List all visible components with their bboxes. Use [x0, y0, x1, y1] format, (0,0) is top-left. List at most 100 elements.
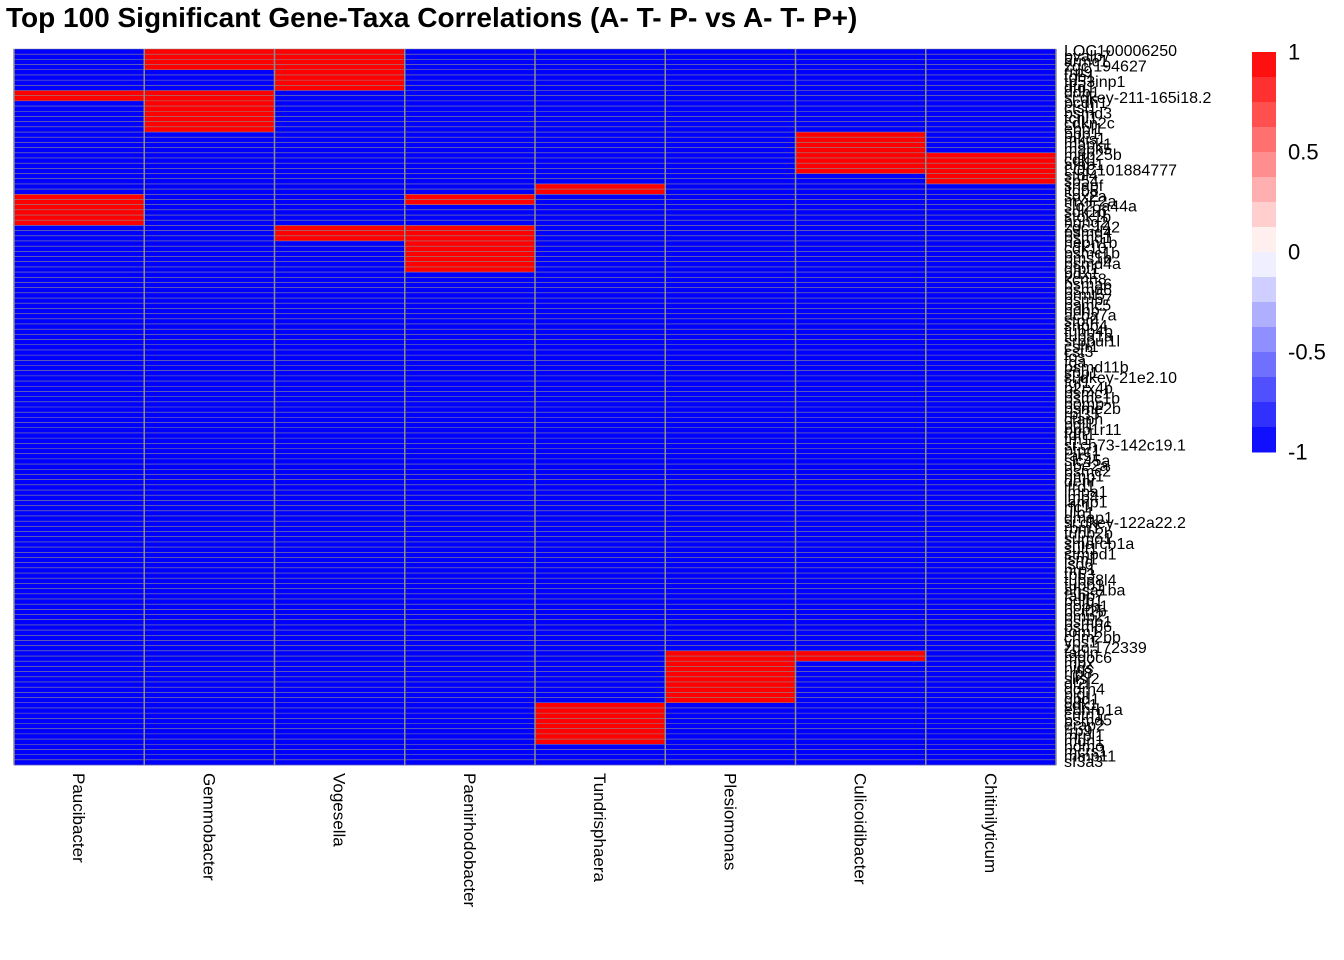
heatmap-cell: [795, 246, 927, 252]
heatmap-cell: [274, 718, 406, 724]
heatmap-cell: [14, 401, 145, 408]
heatmap-cell: [665, 645, 796, 652]
heatmap-cell: [274, 90, 406, 96]
heatmap-cell: [14, 412, 145, 418]
row-label: mxiF2a: [1064, 194, 1117, 211]
row-label: psmd1: [1064, 230, 1112, 247]
heatmap-cell: [925, 64, 1057, 71]
heatmap-cell: [535, 495, 666, 501]
heatmap-cell: [665, 287, 796, 294]
heatmap-cell: [144, 510, 275, 517]
row-label: psmd3: [1064, 105, 1112, 122]
legend-color-step: [1252, 127, 1276, 153]
row-label: sumo1: [1064, 531, 1112, 548]
heatmap-cell: [404, 687, 536, 693]
heatmap-cell: [274, 272, 406, 278]
row-label: mrpl1: [1064, 728, 1104, 745]
heatmap-cell: [144, 728, 275, 735]
heatmap-cell: [404, 183, 536, 190]
row-label: hmp1: [1064, 469, 1104, 486]
heatmap-cell: [274, 666, 406, 672]
heatmap-cell: [665, 215, 796, 221]
heatmap-cell: [925, 453, 1057, 460]
heatmap-cell: [14, 240, 145, 247]
heatmap-cell: [925, 157, 1057, 164]
row-label: rbm1: [1064, 520, 1101, 537]
heatmap-cell: [274, 183, 406, 190]
heatmap-cell: [535, 427, 666, 434]
heatmap-cell: [665, 635, 796, 641]
heatmap-cell: [535, 526, 666, 532]
heatmap-cell: [144, 448, 275, 454]
row-label: imp4: [1064, 489, 1099, 506]
heatmap-cell: [144, 209, 275, 216]
row-label: prmt5: [1064, 287, 1105, 304]
heatmap-cell: [535, 85, 666, 91]
heatmap-cell: [535, 417, 666, 423]
heatmap-cell: [404, 251, 536, 257]
heatmap-cell: [795, 173, 927, 180]
heatmap-cell: [925, 495, 1057, 501]
heatmap-cell: [144, 707, 275, 714]
heatmap-cell: [404, 240, 536, 247]
heatmap-cell: [795, 106, 927, 112]
heatmap-cell: [665, 266, 796, 273]
heatmap-cell: [144, 142, 275, 148]
heatmap-cell: [14, 666, 145, 672]
heatmap-cell: [274, 614, 406, 621]
heatmap-cell: [795, 69, 927, 76]
heatmap-cell: [535, 401, 666, 408]
heatmap-cell: [144, 194, 275, 200]
heatmap-cell: [14, 360, 145, 366]
heatmap-cell: [274, 500, 406, 506]
heatmap-cell: [14, 215, 145, 221]
heatmap-cell: [535, 308, 666, 314]
heatmap-cell: [274, 256, 406, 263]
heatmap-cell: [535, 624, 666, 631]
heatmap-cell: [665, 132, 796, 138]
heatmap-cell: [404, 204, 536, 211]
heatmap-cell: [665, 121, 796, 128]
heatmap-cell: [795, 427, 927, 434]
heatmap-cell: [14, 277, 145, 283]
heatmap-cell: [274, 656, 406, 662]
row-label: tubb1: [1064, 578, 1104, 595]
heatmap-cell: [144, 458, 275, 465]
heatmap-cell: [925, 744, 1057, 750]
heatmap-cell: [925, 464, 1057, 470]
column-label: Gemmobacter: [199, 773, 218, 881]
heatmap-cell: [144, 111, 275, 117]
heatmap-cell: [14, 505, 145, 512]
heatmap-cell: [795, 417, 927, 423]
heatmap-cell: [665, 624, 796, 631]
heatmap-cell: [535, 474, 666, 480]
heatmap-cell: [14, 142, 145, 148]
row-label: gfpt1: [1064, 261, 1100, 278]
heatmap-cell: [404, 132, 536, 138]
row-label: ctsl1: [1064, 100, 1097, 117]
heatmap-cell: [925, 344, 1057, 351]
heatmap-cell: [535, 121, 666, 128]
row-label: lsd6: [1064, 557, 1093, 574]
heatmap-cell: [795, 500, 927, 506]
heatmap-cell: [14, 718, 145, 724]
heatmap-cell: [925, 552, 1057, 558]
heatmap-cell: [665, 515, 796, 522]
heatmap-cell: [535, 90, 666, 96]
heatmap-cell: [535, 448, 666, 454]
heatmap-cell: [404, 391, 536, 397]
row-label: si:ch73-142c19.1: [1064, 437, 1186, 454]
heatmap-cell: [404, 510, 536, 517]
heatmap-cell: [404, 427, 536, 434]
heatmap-cell: [274, 173, 406, 180]
row-label: pomp: [1064, 396, 1104, 413]
heatmap-cell: [274, 137, 406, 143]
heatmap-cell: [665, 505, 796, 512]
heatmap-cell: [274, 194, 406, 200]
heatmap-cell: [14, 349, 145, 356]
heatmap-cell: [274, 630, 406, 636]
heatmap-cell: [925, 313, 1057, 320]
heatmap-cell: [535, 739, 666, 745]
heatmap-cell: [665, 744, 796, 750]
heatmap-cell: [795, 412, 927, 418]
